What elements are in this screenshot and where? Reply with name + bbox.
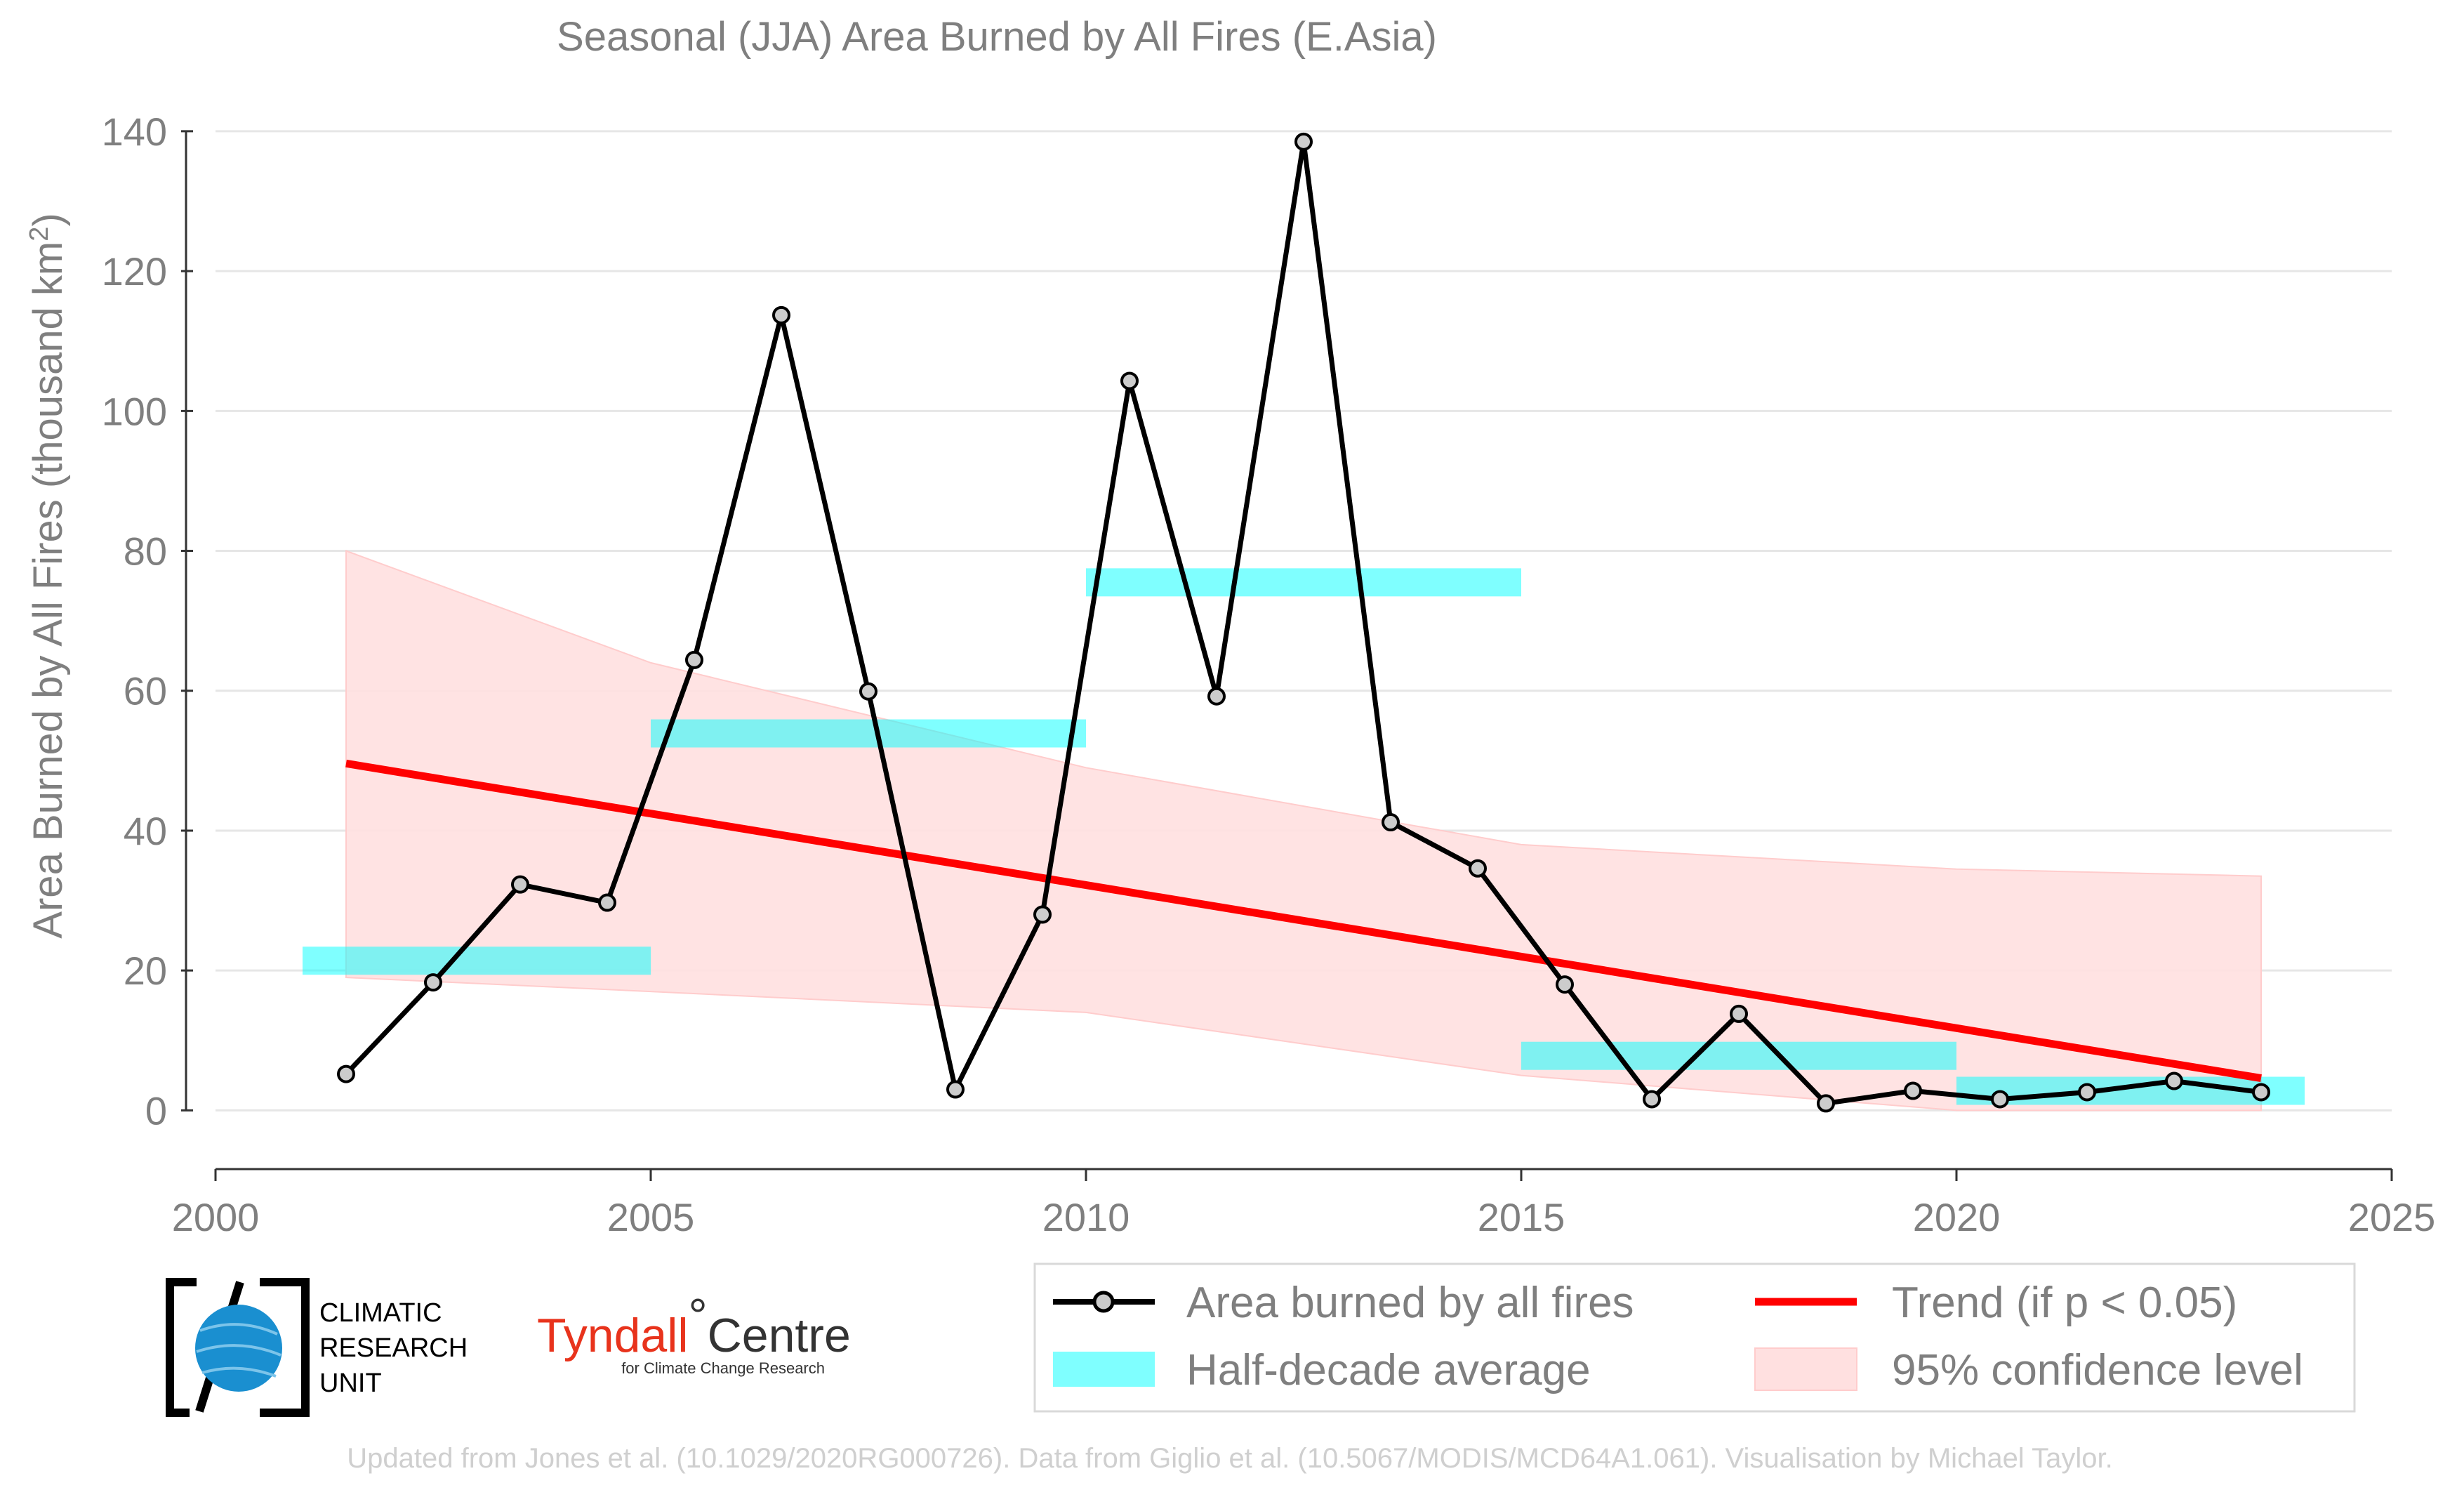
y-tick-label: 140 [102,110,167,154]
cru-label-line-3: UNIT [319,1369,382,1398]
confidence-band [345,550,2262,1112]
tyndall-wordmark: Tyndall°Centre [537,1289,851,1362]
y-tick-label: 120 [102,249,167,294]
cru-label-line-2: RESEARCH [319,1333,468,1363]
trend-layer [345,759,2262,1082]
data-point [337,1064,355,1083]
legend-item-confidence: 95% confidence level [1754,1346,2303,1394]
y-axis: 0 20 40 60 80 100 120 140 [102,110,193,1133]
legend-item-area-burned: Area burned by all fires [1053,1279,1634,1327]
y-tick-label: 0 [145,1088,167,1133]
cru-logo: CLIMATIC RESEARCH UNIT [166,1278,468,1417]
data-point [1120,371,1139,390]
data-point [1207,687,1226,706]
data-point [946,1080,965,1099]
data-point [859,682,877,701]
data-point [1730,1004,1748,1023]
legend-item-trend: Trend (if p < 0.05) [1755,1279,2237,1327]
data-point [1556,975,1574,994]
y-tick-label: 100 [102,389,167,433]
half-decade-bar [1086,568,1521,597]
x-tick-label: 2015 [1478,1195,1565,1239]
y-tick-label: 60 [124,669,167,713]
x-tick-label: 2025 [2348,1195,2436,1239]
half-decade-bar [1521,1041,1956,1070]
x-tick-label: 2020 [1913,1195,2001,1239]
legend-label-area-burned: Area burned by all fires [1186,1279,1634,1327]
y-tick-label: 80 [124,529,167,574]
legend-half-decade-swatch [1053,1352,1155,1387]
data-point [1294,132,1313,151]
data-point [1643,1090,1661,1109]
legend-label-confidence: 95% confidence level [1892,1346,2303,1394]
half-decade-bar [651,719,1086,748]
half-decade-bar [303,947,651,975]
y-axis-label: Area Burned by All Fires (thousand km2) [25,213,71,938]
data-point [2165,1071,2183,1090]
data-point [1382,813,1400,832]
tyndall-subtitle: for Climate Change Research [621,1359,825,1377]
legend-confidence-swatch [1754,1347,1857,1391]
legend-item-half-decade: Half-decade average [1053,1346,1591,1394]
legend: Area burned by all fires Trend (if p < 0… [1033,1262,2356,1413]
x-tick-label: 2000 [172,1195,260,1239]
data-point [1469,859,1487,878]
data-point [685,650,703,669]
legend-label-trend: Trend (if p < 0.05) [1892,1279,2237,1327]
data-point [772,305,790,324]
data-point [1817,1094,1835,1113]
data-point [598,893,616,912]
chart-title: Seasonal (JJA) Area Burned by All Fires … [557,14,1437,60]
data-credit: Updated from Jones et al. (10.1029/2020R… [347,1443,2112,1474]
data-point [2252,1083,2270,1102]
trend-line [345,759,2262,1082]
legend-label-half-decade: Half-decade average [1186,1346,1591,1394]
series-layer [337,132,2270,1113]
legend-box [1033,1262,2356,1413]
data-point [1033,905,1052,924]
data-point [1904,1081,1922,1100]
globe-lines-icon [196,1323,281,1378]
confidence-band-layer [345,550,2262,1112]
cru-label-line-1: CLIMATIC [319,1298,442,1328]
data-point [424,973,442,992]
data-point [511,875,529,894]
data-point [2078,1083,2096,1102]
x-tick-label: 2010 [1042,1195,1130,1239]
x-axis: 2000 2005 2010 2015 2020 2025 [172,1168,2436,1239]
tyndall-logo: Tyndall°Centre for Climate Change Resear… [537,1289,851,1377]
legend-marker-swatch [1092,1291,1115,1313]
y-tick-label: 40 [124,809,167,853]
cru-bracket-icon [166,1278,310,1417]
data-point [1991,1090,2009,1109]
y-tick-label: 20 [124,949,167,993]
x-tick-label: 2005 [607,1195,695,1239]
